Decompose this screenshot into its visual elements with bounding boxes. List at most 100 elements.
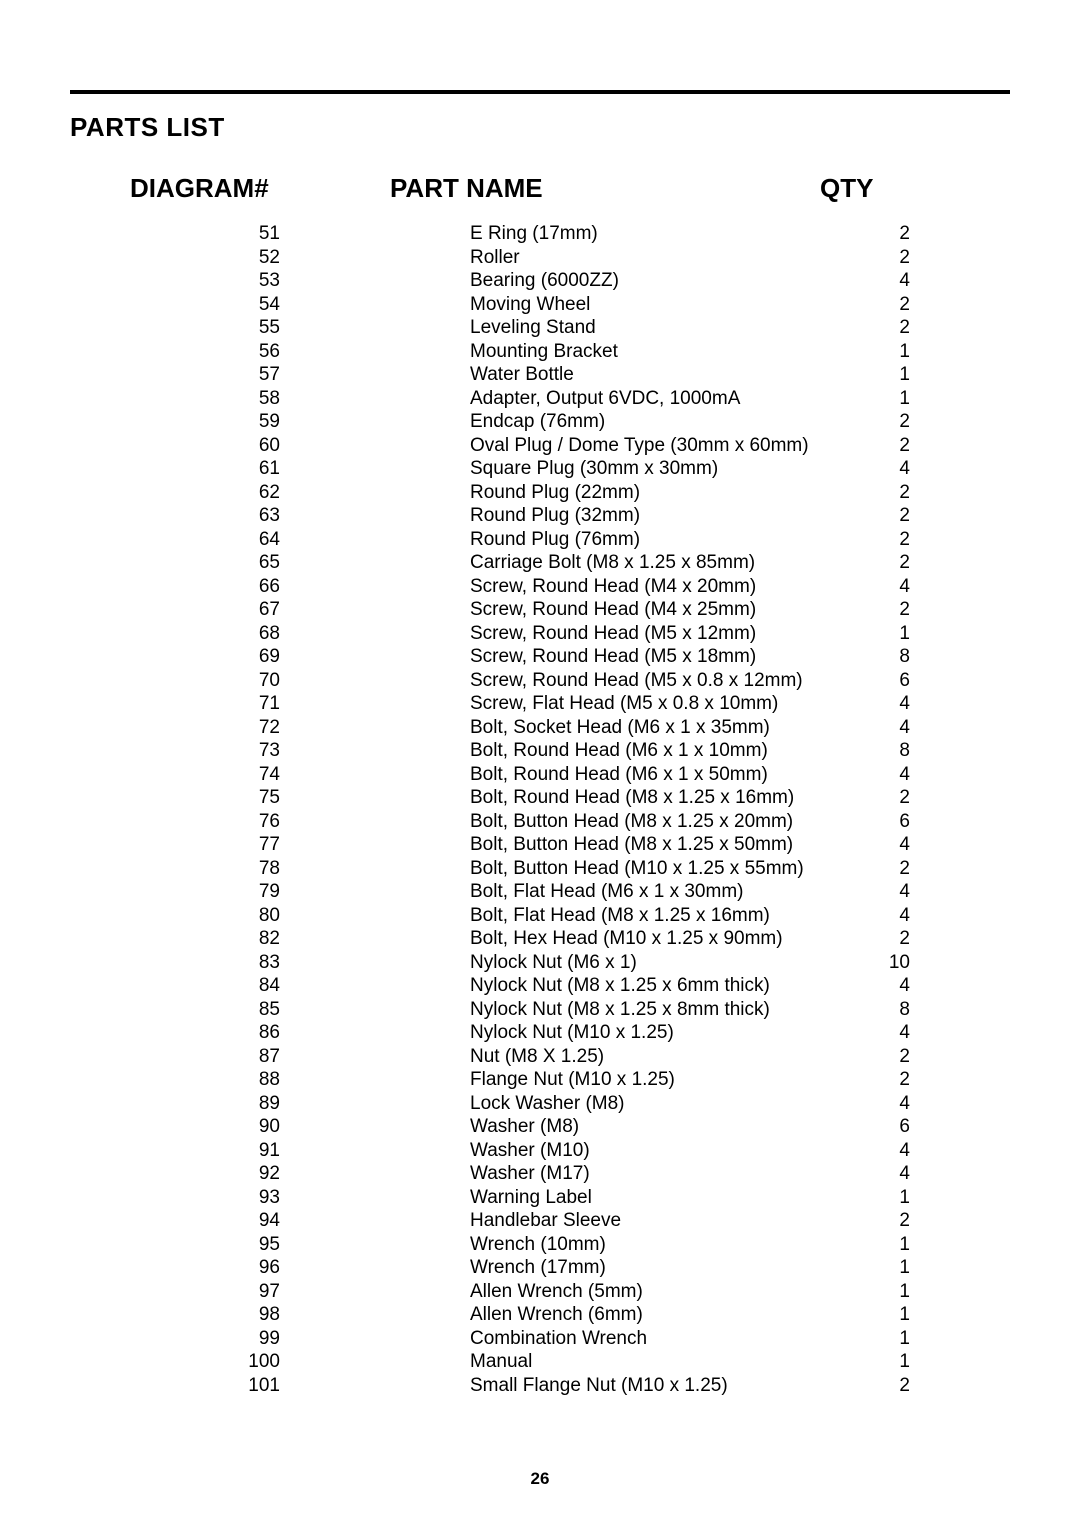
table-row: 89Lock Washer (M8)4 <box>70 1092 1010 1116</box>
cell-part-name: Handlebar Sleeve <box>470 1209 850 1233</box>
cell-qty: 1 <box>850 1186 910 1210</box>
cell-diagram: 85 <box>70 998 280 1022</box>
cell-qty: 4 <box>850 716 910 740</box>
cell-qty: 2 <box>850 293 910 317</box>
gap <box>280 645 470 669</box>
table-row: 84Nylock Nut (M8 x 1.25 x 6mm thick)4 <box>70 974 1010 998</box>
cell-diagram: 67 <box>70 598 280 622</box>
gap <box>280 575 470 599</box>
cell-part-name: Manual <box>470 1350 850 1374</box>
cell-diagram: 95 <box>70 1233 280 1257</box>
table-row: 91Washer (M10)4 <box>70 1139 1010 1163</box>
cell-diagram: 84 <box>70 974 280 998</box>
cell-diagram: 57 <box>70 363 280 387</box>
gap <box>280 904 470 928</box>
cell-diagram: 72 <box>70 716 280 740</box>
table-row: 73Bolt, Round Head (M6 x 1 x 10mm)8 <box>70 739 1010 763</box>
gap <box>280 1256 470 1280</box>
cell-diagram: 71 <box>70 692 280 716</box>
cell-diagram: 73 <box>70 739 280 763</box>
gap <box>280 974 470 998</box>
cell-qty: 2 <box>850 316 910 340</box>
cell-part-name: Lock Washer (M8) <box>470 1092 850 1116</box>
cell-part-name: Small Flange Nut (M10 x 1.25) <box>470 1374 850 1398</box>
cell-diagram: 66 <box>70 575 280 599</box>
gap <box>280 246 470 270</box>
gap <box>280 222 470 246</box>
cell-diagram: 75 <box>70 786 280 810</box>
gap <box>280 1045 470 1069</box>
table-row: 98Allen Wrench (6mm)1 <box>70 1303 1010 1327</box>
gap <box>280 598 470 622</box>
table-row: 99Combination Wrench1 <box>70 1327 1010 1351</box>
table-row: 83Nylock Nut (M6 x 1)10 <box>70 951 1010 975</box>
cell-qty: 2 <box>850 1068 910 1092</box>
cell-qty: 2 <box>850 1045 910 1069</box>
table-row: 60Oval Plug / Dome Type (30mm x 60mm)2 <box>70 434 1010 458</box>
cell-diagram: 64 <box>70 528 280 552</box>
cell-part-name: Wrench (17mm) <box>470 1256 850 1280</box>
table-row: 79Bolt, Flat Head (M6 x 1 x 30mm)4 <box>70 880 1010 904</box>
gap <box>280 410 470 434</box>
table-row: 65Carriage Bolt (M8 x 1.25 x 85mm)2 <box>70 551 1010 575</box>
cell-qty: 2 <box>850 410 910 434</box>
cell-part-name: Round Plug (32mm) <box>470 504 850 528</box>
cell-diagram: 87 <box>70 1045 280 1069</box>
gap <box>280 833 470 857</box>
cell-qty: 2 <box>850 927 910 951</box>
gap <box>280 739 470 763</box>
cell-qty: 1 <box>850 1327 910 1351</box>
gap <box>280 1350 470 1374</box>
cell-diagram: 98 <box>70 1303 280 1327</box>
cell-diagram: 78 <box>70 857 280 881</box>
cell-diagram: 68 <box>70 622 280 646</box>
gap <box>280 504 470 528</box>
cell-part-name: Combination Wrench <box>470 1327 850 1351</box>
table-row: 62Round Plug (22mm)2 <box>70 481 1010 505</box>
cell-diagram: 97 <box>70 1280 280 1304</box>
table-row: 70Screw, Round Head (M5 x 0.8 x 12mm)6 <box>70 669 1010 693</box>
cell-qty: 2 <box>850 598 910 622</box>
table-row: 93Warning Label1 <box>70 1186 1010 1210</box>
cell-diagram: 58 <box>70 387 280 411</box>
gap <box>280 1374 470 1398</box>
cell-qty: 8 <box>850 998 910 1022</box>
cell-diagram: 69 <box>70 645 280 669</box>
gap <box>280 1092 470 1116</box>
top-rule <box>70 90 1010 94</box>
table-row: 69Screw, Round Head (M5 x 18mm)8 <box>70 645 1010 669</box>
cell-qty: 4 <box>850 575 910 599</box>
cell-part-name: Roller <box>470 246 850 270</box>
page-number: 26 <box>0 1469 1080 1489</box>
gap <box>280 1186 470 1210</box>
cell-diagram: 86 <box>70 1021 280 1045</box>
cell-qty: 4 <box>850 1092 910 1116</box>
cell-qty: 4 <box>850 833 910 857</box>
cell-qty: 6 <box>850 810 910 834</box>
table-row: 56Mounting Bracket1 <box>70 340 1010 364</box>
cell-diagram: 76 <box>70 810 280 834</box>
gap <box>280 1327 470 1351</box>
table-row: 71Screw, Flat Head (M5 x 0.8 x 10mm)4 <box>70 692 1010 716</box>
cell-part-name: Round Plug (76mm) <box>470 528 850 552</box>
cell-qty: 4 <box>850 974 910 998</box>
cell-qty: 4 <box>850 880 910 904</box>
cell-qty: 1 <box>850 387 910 411</box>
cell-qty: 2 <box>850 786 910 810</box>
table-row: 59Endcap (76mm)2 <box>70 410 1010 434</box>
table-row: 68Screw, Round Head (M5 x 12mm)1 <box>70 622 1010 646</box>
cell-qty: 1 <box>850 1256 910 1280</box>
gap <box>280 692 470 716</box>
gap <box>280 998 470 1022</box>
cell-part-name: Nylock Nut (M10 x 1.25) <box>470 1021 850 1045</box>
table-row: 58Adapter, Output 6VDC, 1000mA1 <box>70 387 1010 411</box>
table-row: 92Washer (M17)4 <box>70 1162 1010 1186</box>
page: PARTS LIST DIAGRAM# PART NAME QTY 51E Ri… <box>0 0 1080 1527</box>
cell-part-name: Bolt, Round Head (M8 x 1.25 x 16mm) <box>470 786 850 810</box>
gap <box>280 528 470 552</box>
table-row: 61Square Plug (30mm x 30mm)4 <box>70 457 1010 481</box>
table-row: 52Roller2 <box>70 246 1010 270</box>
header-qty: QTY <box>820 173 940 204</box>
cell-qty: 2 <box>850 857 910 881</box>
cell-diagram: 91 <box>70 1139 280 1163</box>
